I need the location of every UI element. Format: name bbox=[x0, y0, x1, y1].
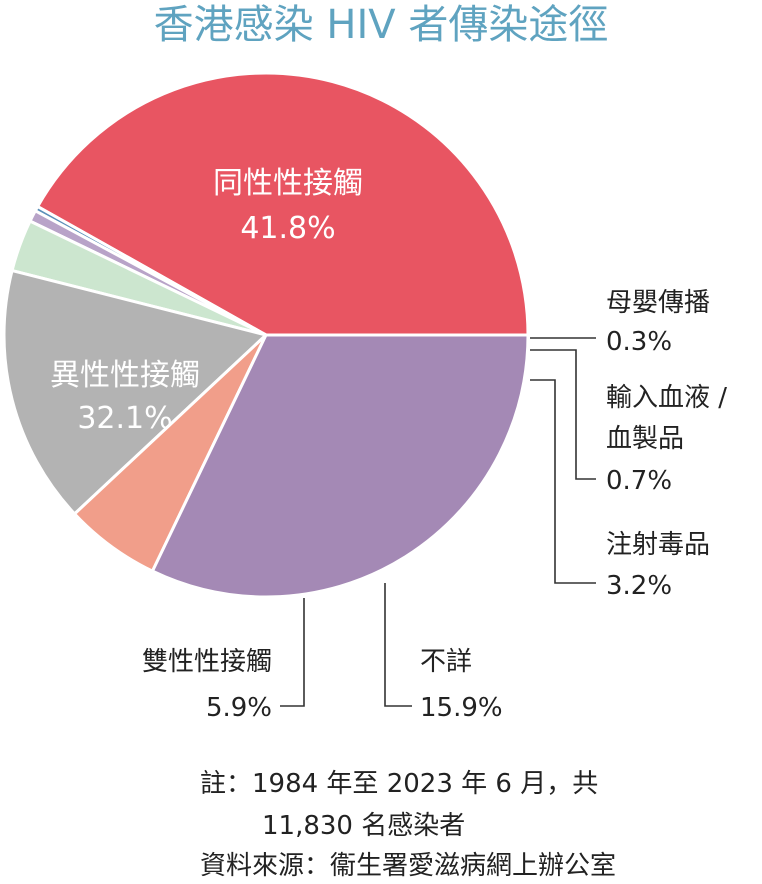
chart-title: 香港感染 HIV 者傳染途徑 bbox=[154, 2, 609, 48]
slice-label-bisexual: 雙性性接觸 bbox=[142, 647, 272, 677]
note-count: 11,830 名感染者 bbox=[262, 811, 465, 841]
slice-value-mtct: 0.3% bbox=[606, 327, 672, 357]
slice-value-hetero: 32.1% bbox=[77, 401, 172, 436]
slice-value-msm: 41.8% bbox=[240, 211, 335, 246]
slice-value-idu: 3.2% bbox=[606, 571, 672, 601]
slice-label-idu: 注射毒品 bbox=[606, 530, 710, 560]
note-source: 資料來源：衞生署愛滋病網上辦公室 bbox=[200, 851, 616, 881]
pie-slice-hetero bbox=[150, 333, 530, 599]
slice-label-blood-line2: 血製品 bbox=[606, 424, 684, 454]
slice-value-bisexual: 5.9% bbox=[206, 693, 272, 723]
note-period: 註：1984 年至 2023 年 6 月，共 bbox=[200, 769, 598, 799]
slice-value-unknown: 15.9% bbox=[420, 693, 503, 723]
slice-label-mtct: 母嬰傳播 bbox=[606, 288, 710, 318]
slice-label-unknown: 不詳 bbox=[420, 647, 472, 677]
leader-line-blood bbox=[530, 349, 596, 480]
pie-slice-unknown bbox=[2, 268, 270, 517]
pie-slice-msm bbox=[35, 71, 530, 337]
slice-label-blood: 輸入血液 / bbox=[606, 383, 727, 413]
slice-label-msm: 同性性接觸 bbox=[213, 166, 363, 201]
leader-line-unknown bbox=[384, 583, 412, 707]
leader-line-bisexual bbox=[280, 598, 305, 707]
slice-label-hetero: 異性性接觸 bbox=[50, 358, 200, 393]
leader-line-idu bbox=[530, 379, 596, 584]
slice-value-blood: 0.7% bbox=[606, 466, 672, 496]
pie-slices bbox=[2, 71, 530, 599]
